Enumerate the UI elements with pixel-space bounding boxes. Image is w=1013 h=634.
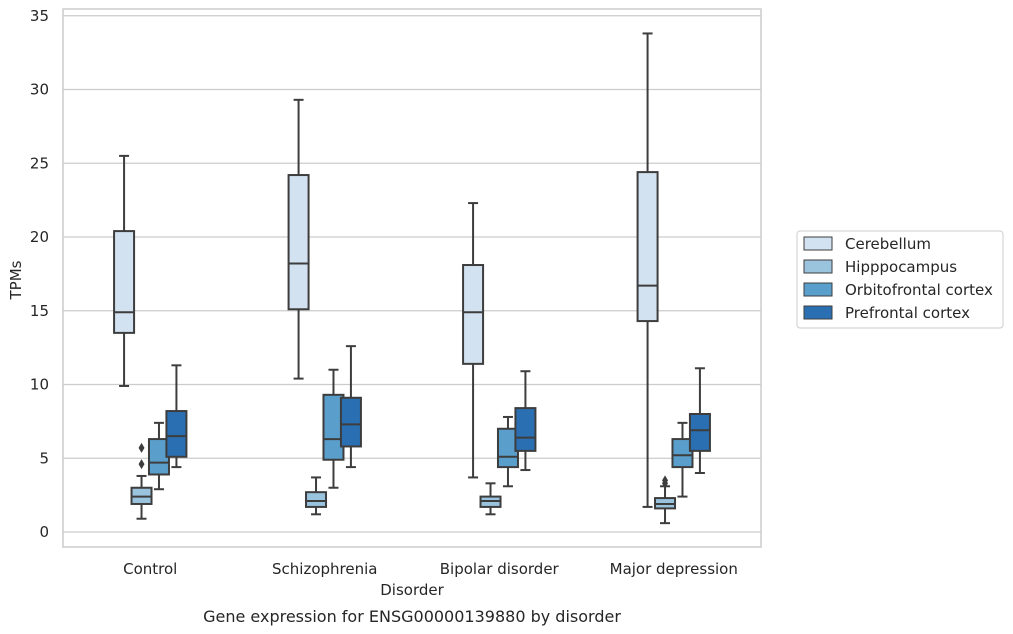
x-tick-label: Major depression (610, 560, 738, 578)
x-tick-label: Schizophrenia (272, 560, 377, 578)
y-tick-label: 30 (30, 81, 49, 99)
x-tick-label: Control (123, 560, 177, 578)
y-tick-label: 0 (39, 523, 49, 541)
legend-swatch (803, 305, 833, 320)
x-tick-label: Bipolar disorder (440, 560, 560, 578)
x-axis-ticks: Control Schizophrenia Bipolar disorder Majo… (123, 560, 738, 578)
box-cerebellum-bipolar-disorder (462, 202, 485, 479)
legend-label: Prefrontal cortex (845, 304, 970, 322)
y-tick-label: 10 (30, 376, 49, 394)
y-tick-label: 5 (39, 449, 49, 467)
box-iqr (287, 174, 310, 311)
box-cerebellum-major-depression (636, 32, 659, 508)
legend-label: Hipppocampus (845, 258, 957, 276)
y-tick-label: 15 (30, 302, 49, 320)
grid-lines (63, 15, 761, 533)
box-hipppocampus-control (130, 442, 153, 520)
box-hipppocampus-major-depression (654, 475, 677, 525)
box-hipppocampus-schizophrenia (305, 476, 328, 516)
box-iqr (688, 413, 711, 452)
y-tick-label: 35 (30, 7, 49, 25)
box-iqr (462, 264, 485, 365)
legend-item: Prefrontal cortex (803, 304, 970, 322)
box-iqr (514, 407, 537, 452)
box-prefrontal-cortex-bipolar-disorder (514, 370, 537, 472)
legend-label: Cerebellum (845, 235, 931, 253)
box-cerebellum-control (113, 154, 136, 387)
chart-caption: Gene expression for ENSG00000139880 by d… (203, 607, 621, 626)
legend-frame (796, 230, 1004, 329)
legend-swatch (803, 236, 833, 251)
legend-swatch (803, 259, 833, 274)
box-plot-area (113, 32, 711, 525)
box-prefrontal-cortex-schizophrenia (339, 345, 362, 469)
box-iqr (165, 410, 188, 458)
box-iqr (671, 438, 694, 469)
box-iqr (636, 171, 659, 323)
outlier-point (138, 442, 145, 453)
y-tick-label: 20 (30, 228, 49, 246)
box-orbitofrontal-cortex-control (147, 421, 170, 491)
box-prefrontal-cortex-control (165, 364, 188, 469)
y-axis-label: TPMs (7, 260, 25, 300)
box-iqr (113, 230, 136, 334)
legend-item: Hipppocampus (803, 258, 957, 276)
box-iqr (339, 396, 362, 448)
box-hipppocampus-bipolar-disorder (479, 482, 502, 516)
legend-item: Orbitofrontal cortex (803, 281, 993, 299)
legend: Cerebellum Hipppocampus Orbitofrontal cort… (796, 230, 1004, 329)
legend-item: Cerebellum (803, 235, 931, 253)
y-tick-label: 25 (30, 154, 49, 172)
box-orbitofrontal-cortex-major-depression (671, 421, 694, 498)
y-axis-ticks: 0 5 10 15 20 25 30 35 (30, 7, 49, 541)
outlier-point (662, 475, 669, 486)
legend-label: Orbitofrontal cortex (845, 281, 993, 299)
box-prefrontal-cortex-major-depression (688, 367, 711, 474)
outlier-point (138, 459, 145, 470)
x-axis-label: Disorder (380, 581, 444, 599)
box-cerebellum-schizophrenia (287, 98, 310, 380)
plot-frame (62, 8, 762, 548)
legend-swatch (803, 282, 833, 297)
box-iqr (305, 491, 328, 508)
